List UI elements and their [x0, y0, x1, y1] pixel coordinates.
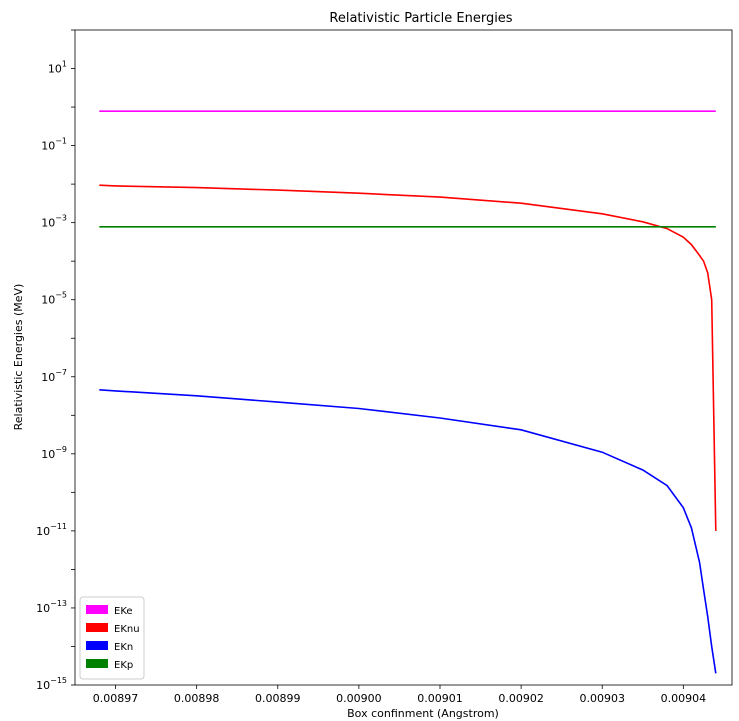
- x-tick-label: 0.00902: [498, 692, 544, 705]
- y-tick-label: 10−3: [41, 214, 67, 230]
- y-axis-label: Relativistic Energies (MeV): [12, 284, 25, 431]
- y-tick-label: 10−11: [36, 522, 67, 538]
- x-axis-label: Box confinment (Angstrom): [347, 707, 499, 720]
- y-tick-label: 10−5: [41, 291, 67, 307]
- x-tick-label: 0.00898: [174, 692, 220, 705]
- legend-label-ekp: EKp: [114, 660, 133, 671]
- legend-label-eke: EKe: [114, 606, 133, 617]
- legend-swatch-ekn: [86, 641, 108, 650]
- y-axis: 101 10−1 10−3 10−5 10−7 10−9 10−11 10−13 10−15: [36, 29, 75, 692]
- y-tick-label: 10−1: [41, 137, 67, 153]
- x-tick-label: 0.00903: [579, 692, 625, 705]
- legend-swatch-ekp: [86, 659, 108, 668]
- x-tick-label: 0.00904: [661, 692, 707, 705]
- y-tick-label: 10−13: [36, 599, 67, 615]
- chart-title: Relativistic Particle Energies: [329, 11, 512, 26]
- legend-swatch-eke: [86, 605, 108, 614]
- y-tick-label: 101: [48, 60, 67, 76]
- y-tick-label: 10−9: [41, 445, 67, 461]
- legend-label-eknu: EKnu: [114, 624, 140, 635]
- plot-frame: [74, 29, 733, 686]
- legend-label-ekn: EKn: [114, 642, 133, 653]
- x-axis: 0.00897 0.00898 0.00899 0.00900 0.00901 0.009…: [93, 685, 706, 705]
- series-line-eknu: [99, 184, 717, 531]
- x-tick-label: 0.00900: [336, 692, 382, 705]
- legend-frame: [79, 596, 145, 680]
- x-tick-label: 0.00899: [255, 692, 301, 705]
- legend: EKe EKnu EKn EKp: [79, 596, 145, 680]
- x-tick-label: 0.00901: [417, 692, 463, 705]
- x-tick-label: 0.00897: [93, 692, 139, 705]
- series-line-ekn: [99, 389, 717, 674]
- y-tick-label: 10−7: [41, 368, 67, 384]
- y-tick-label: 10−15: [36, 676, 67, 692]
- plot-area: [74, 29, 733, 686]
- legend-swatch-eknu: [86, 623, 108, 632]
